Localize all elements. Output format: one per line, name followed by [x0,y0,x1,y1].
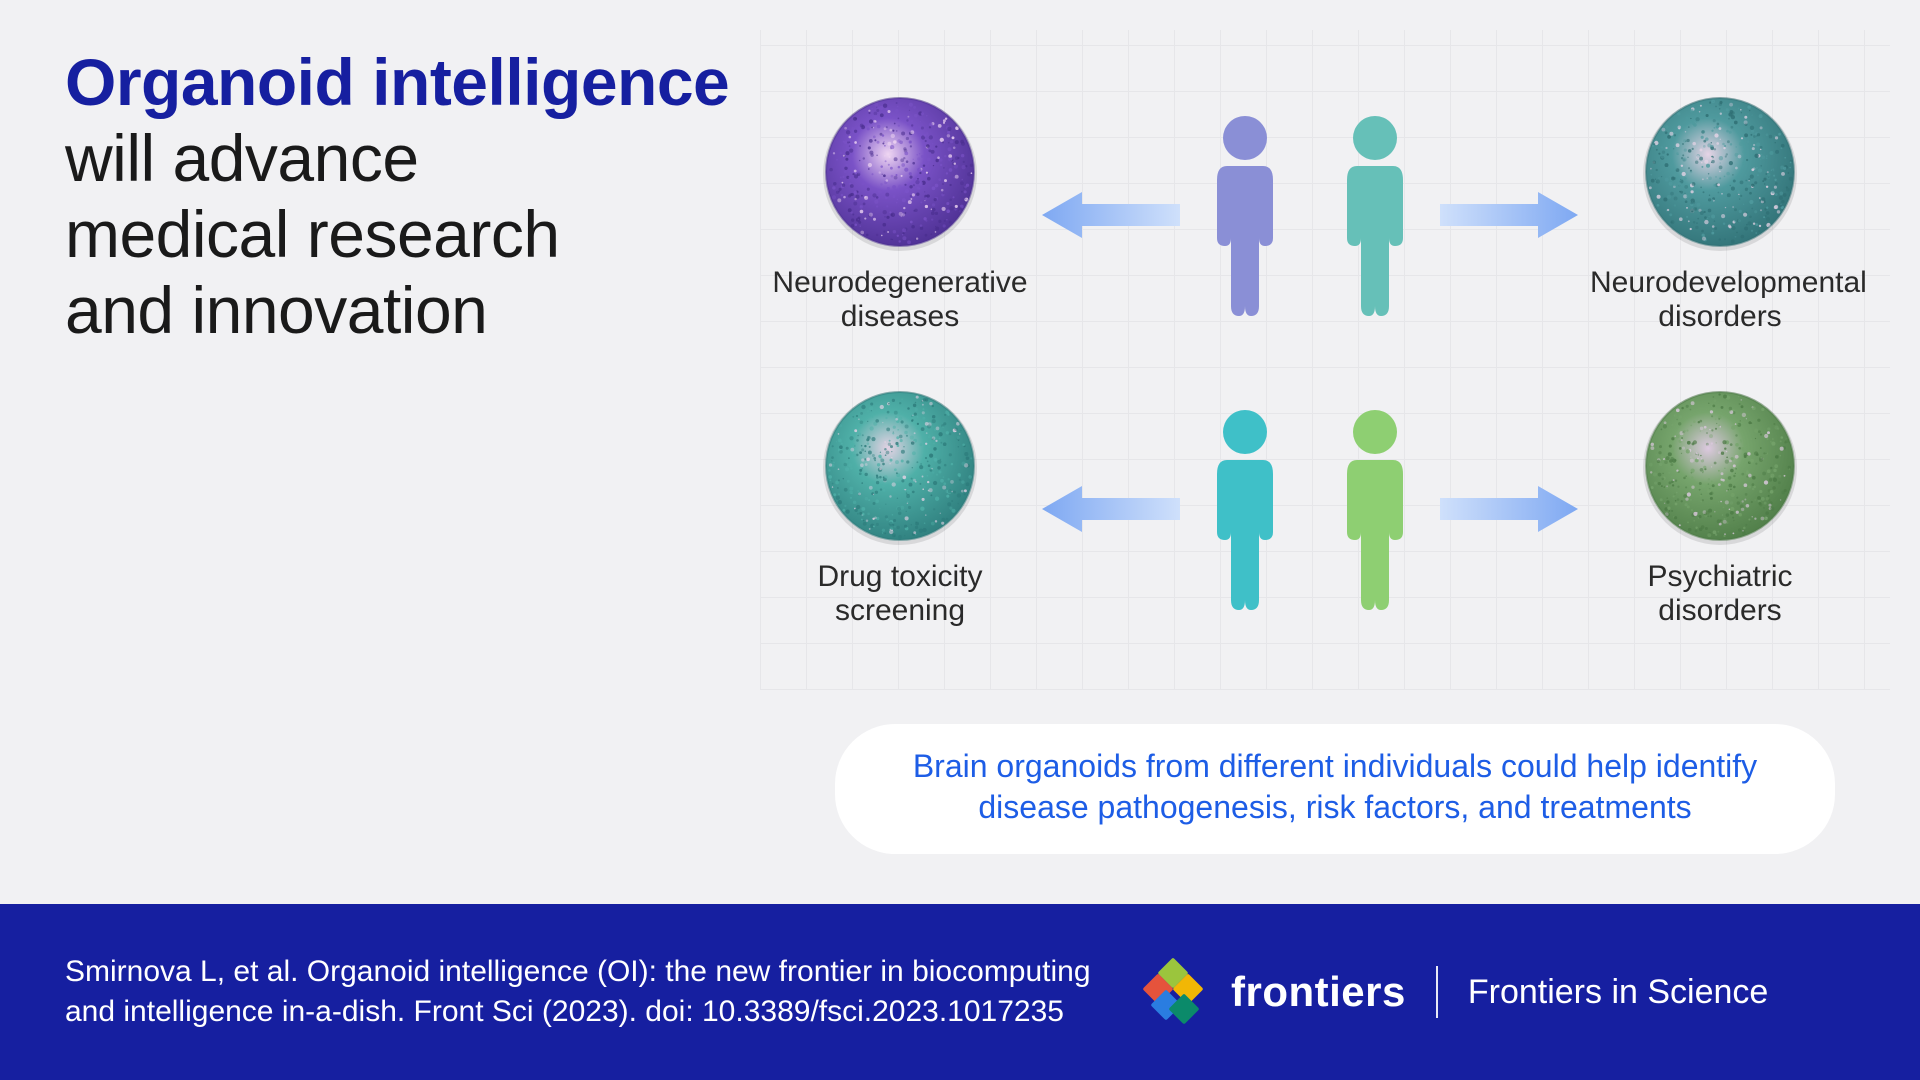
organoid-icon [822,390,978,546]
arrow-left-icon [1040,190,1180,240]
arrow-right [1440,190,1580,240]
footer-bar: Smirnova L, et al. Organoid intelligence… [0,904,1920,1080]
person-icon [1197,110,1293,320]
person-icon [1327,404,1423,614]
organoid-icon [1642,96,1798,252]
organoid-label: Neurodegenerative diseases [770,266,1030,335]
arrow-right [1440,484,1580,534]
arrow-right-icon [1440,484,1580,534]
person-icon [1197,404,1293,614]
infographic-canvas: Organoid intelligence will advance medic… [0,0,1920,1080]
brand-divider [1436,966,1438,1018]
caption-pill: Brain organoids from different individua… [835,724,1835,854]
organoid-neurodevelopmental: Neurodevelopmental disorders [1580,96,1860,335]
arrow-left [1040,484,1180,534]
arrow-right-icon [1440,190,1580,240]
brand-sub: Frontiers in Science [1468,973,1768,1012]
organoid-label: Drug toxicity screening [770,560,1030,629]
frontiers-logo-icon [1145,964,1201,1020]
arrow-left-icon [1040,484,1180,534]
organoid-icon [822,96,978,252]
headline-accent: Organoid intelligence [65,45,729,119]
arrow-left [1040,190,1180,240]
organoid-label: Neurodevelopmental disorders [1590,266,1850,335]
organoid-psychiatric: Psychiatric disorders [1580,390,1860,629]
diagram-row-2: Drug toxicity screening Psychiatric diso… [760,364,1890,654]
brand-word: frontiers [1231,968,1406,1016]
headline-line-1: will advance [65,121,419,195]
diagram-row-1: Neurodegenerative diseases Neurodevelopm… [760,70,1890,360]
people-group-1 [1180,110,1440,320]
headline-line-2: medical research [65,197,560,271]
organoid-icon [1642,390,1798,546]
caption-text: Brain organoids from different individua… [913,748,1757,825]
people-group-2 [1180,404,1440,614]
person-icon [1327,110,1423,320]
brand-block: frontiers Frontiers in Science [1145,964,1768,1020]
citation-text: Smirnova L, et al. Organoid intelligence… [65,952,1145,1031]
organoid-drug-toxicity: Drug toxicity screening [760,390,1040,629]
organoid-neurodegenerative: Neurodegenerative diseases [760,96,1040,335]
diagram-panel: Neurodegenerative diseases Neurodevelopm… [760,30,1890,690]
headline: Organoid intelligence will advance medic… [65,45,745,349]
headline-line-3: and innovation [65,273,487,347]
organoid-label: Psychiatric disorders [1590,560,1850,629]
